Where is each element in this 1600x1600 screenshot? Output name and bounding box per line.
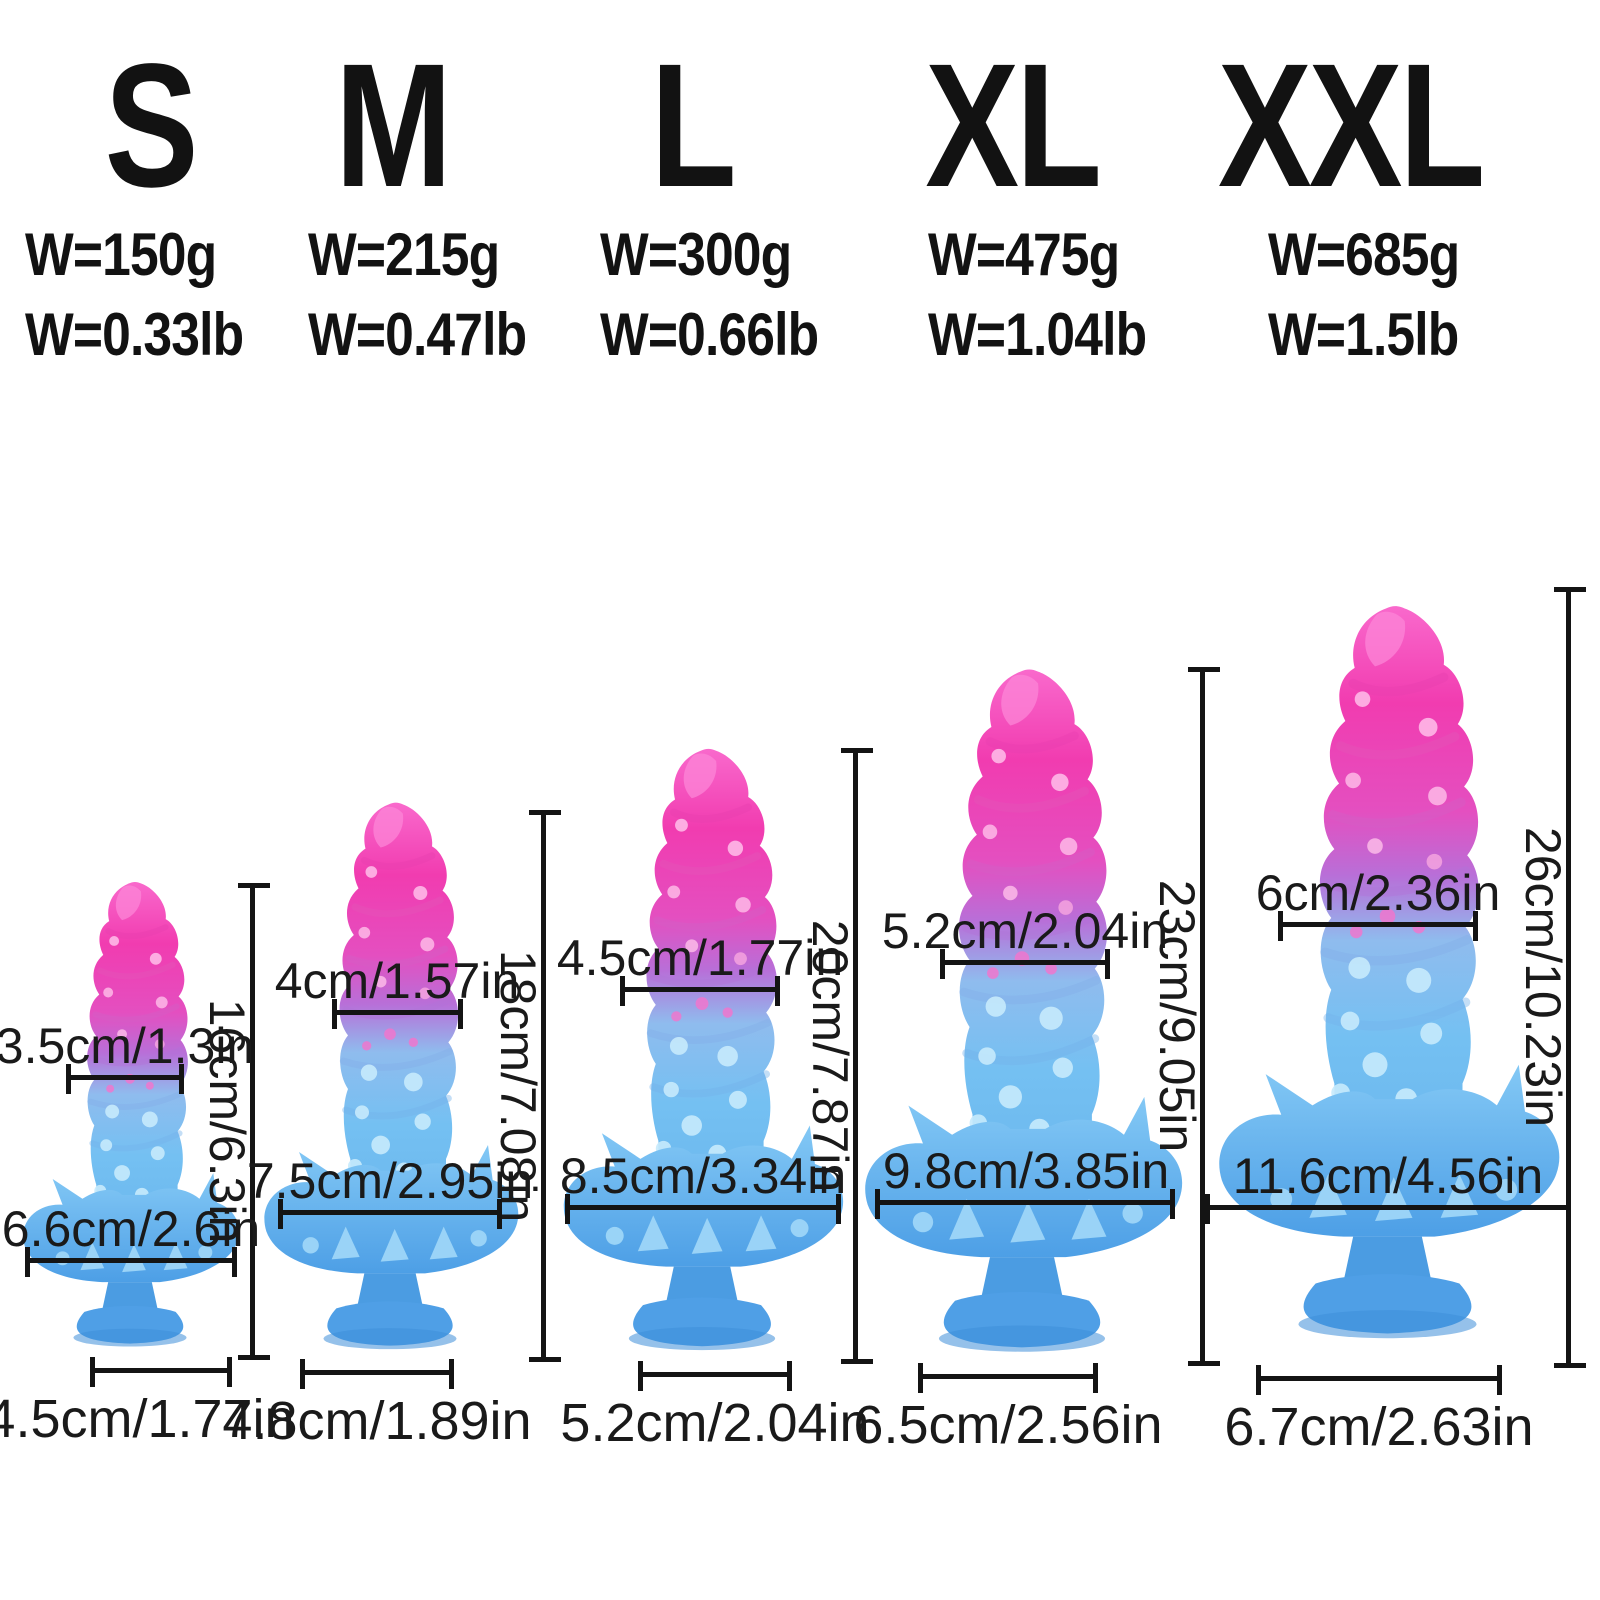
weight-pounds-l: W=0.66lb xyxy=(600,301,819,368)
length-line-l xyxy=(841,748,873,1364)
knot-width-label-s: 6.6cm/2.6in xyxy=(1,1201,261,1257)
size-title-s: S xyxy=(104,28,199,224)
shaft-width-label-l: 4.5cm/1.77in xyxy=(556,930,844,986)
shaft-width-line-l xyxy=(620,976,780,1006)
knot-width-line-s xyxy=(25,1247,237,1277)
shaft-width-label-xl: 5.2cm/2.04in xyxy=(881,903,1169,959)
shaft-width-line-m xyxy=(332,999,463,1029)
knot-width-line-xl xyxy=(875,1189,1175,1219)
size-title-l: L xyxy=(650,28,737,224)
knot-width-line-m xyxy=(278,1199,502,1229)
knot-width-label-l: 8.5cm/3.34in xyxy=(559,1148,847,1204)
shaft-width-line-s xyxy=(66,1064,184,1094)
knot-width-line-l xyxy=(565,1194,841,1224)
cup-width-line-xxl xyxy=(1256,1365,1502,1395)
weight-grams-s: W=150g xyxy=(25,221,217,288)
cup-width-line-xl xyxy=(918,1363,1098,1393)
weight-grams-xxl: W=685g xyxy=(1268,221,1460,288)
length-label-m: 18cm/7.08in xyxy=(490,949,546,1223)
knot-width-label-m: 7.5cm/2.95in xyxy=(246,1153,534,1209)
weight-grams-xl: W=475g xyxy=(928,221,1120,288)
shaft-width-line-xl xyxy=(940,949,1110,979)
weight-grams-m: W=215g xyxy=(308,221,500,288)
product-photo-m xyxy=(250,795,530,1355)
length-label-s: 16cm/6.3in xyxy=(199,998,255,1244)
cup-width-label-s: 4.5cm/1.77in xyxy=(0,1389,295,1449)
cup-width-label-xxl: 6.7cm/2.63in xyxy=(1224,1397,1534,1457)
length-label-xxl: 26cm/10.23in xyxy=(1515,826,1571,1128)
cup-width-label-l: 5.2cm/2.04in xyxy=(560,1393,870,1453)
weight-grams-l: W=300g xyxy=(600,221,792,288)
weight-pounds-xl: W=1.04lb xyxy=(928,301,1147,368)
cup-width-label-xl: 6.5cm/2.56in xyxy=(853,1395,1163,1455)
size-title-xl: XL xyxy=(925,28,1102,224)
shaft-width-label-s: 3.5cm/1.3in xyxy=(0,1018,255,1074)
knot-width-label-xxl: 11.6cm/4.56in xyxy=(1232,1148,1544,1204)
product-photo-xl xyxy=(847,660,1197,1359)
cup-width-label-m: 4.8cm/1.89in xyxy=(222,1391,532,1451)
length-line-xxl xyxy=(1554,587,1586,1368)
size-title-m: M xyxy=(334,28,452,224)
cup-width-line-s xyxy=(90,1357,232,1387)
length-label-xl: 23cm/9.05in xyxy=(1149,879,1205,1153)
length-line-m xyxy=(529,810,561,1362)
cup-width-line-m xyxy=(300,1359,454,1389)
length-label-l: 20cm/7.87in xyxy=(802,919,858,1193)
size-title-xxl: XXL xyxy=(1217,28,1485,224)
weight-pounds-s: W=0.33lb xyxy=(25,301,244,368)
length-line-xl xyxy=(1188,667,1220,1366)
shaft-width-line-xxl xyxy=(1278,911,1478,941)
knot-width-line-xxl xyxy=(1205,1194,1571,1224)
knot-width-label-xl: 9.8cm/3.85in xyxy=(882,1143,1170,1199)
weight-pounds-m: W=0.47lb xyxy=(308,301,527,368)
cup-width-line-l xyxy=(638,1361,792,1391)
shaft-width-label-m: 4cm/1.57in xyxy=(274,953,520,1009)
shaft-width-label-xxl: 6cm/2.36in xyxy=(1255,865,1501,921)
weight-pounds-xxl: W=1.5lb xyxy=(1268,301,1459,368)
length-line-s xyxy=(238,883,270,1360)
